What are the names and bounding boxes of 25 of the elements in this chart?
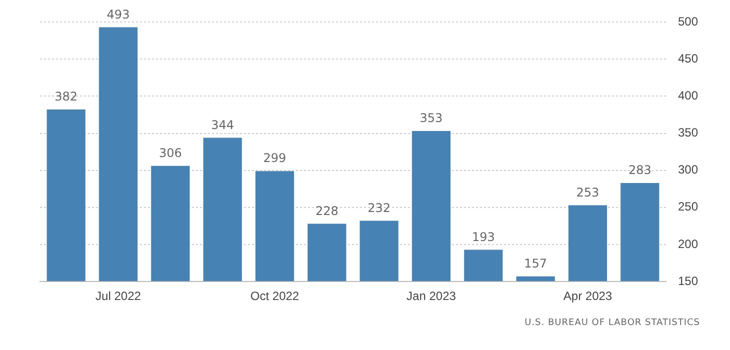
- y-tick-label: 150: [678, 274, 698, 288]
- y-tick-label: 200: [678, 236, 698, 251]
- data-label: 353: [420, 111, 443, 126]
- data-label: 283: [628, 163, 652, 178]
- y-tick-label: 450: [678, 51, 698, 66]
- data-label: 157: [524, 256, 548, 271]
- y-tick-label: 400: [678, 88, 698, 102]
- data-label: 344: [211, 118, 234, 132]
- x-tick-label: Apr 2023: [563, 289, 612, 304]
- y-tick-label: 300: [678, 162, 698, 177]
- y-tick-label: 350: [678, 126, 698, 140]
- data-label: 253: [576, 185, 600, 200]
- y-tick-label: 500: [678, 14, 698, 28]
- data-label: 299: [263, 151, 286, 166]
- x-tick-label: Jan 2023: [406, 289, 456, 304]
- x-tick-label: Jul 2022: [96, 289, 142, 304]
- data-label: 193: [472, 230, 495, 244]
- data-label: 228: [315, 204, 338, 218]
- y-tick-label: 250: [678, 200, 698, 214]
- data-label: 493: [106, 7, 130, 22]
- x-tick-label: Oct 2022: [250, 289, 300, 304]
- data-label: 306: [158, 146, 182, 160]
- data-label: 232: [368, 200, 391, 215]
- data-label: 382: [54, 90, 78, 104]
- text: U.S. BUREAU OF LABOR STATISTICS: [524, 318, 700, 328]
